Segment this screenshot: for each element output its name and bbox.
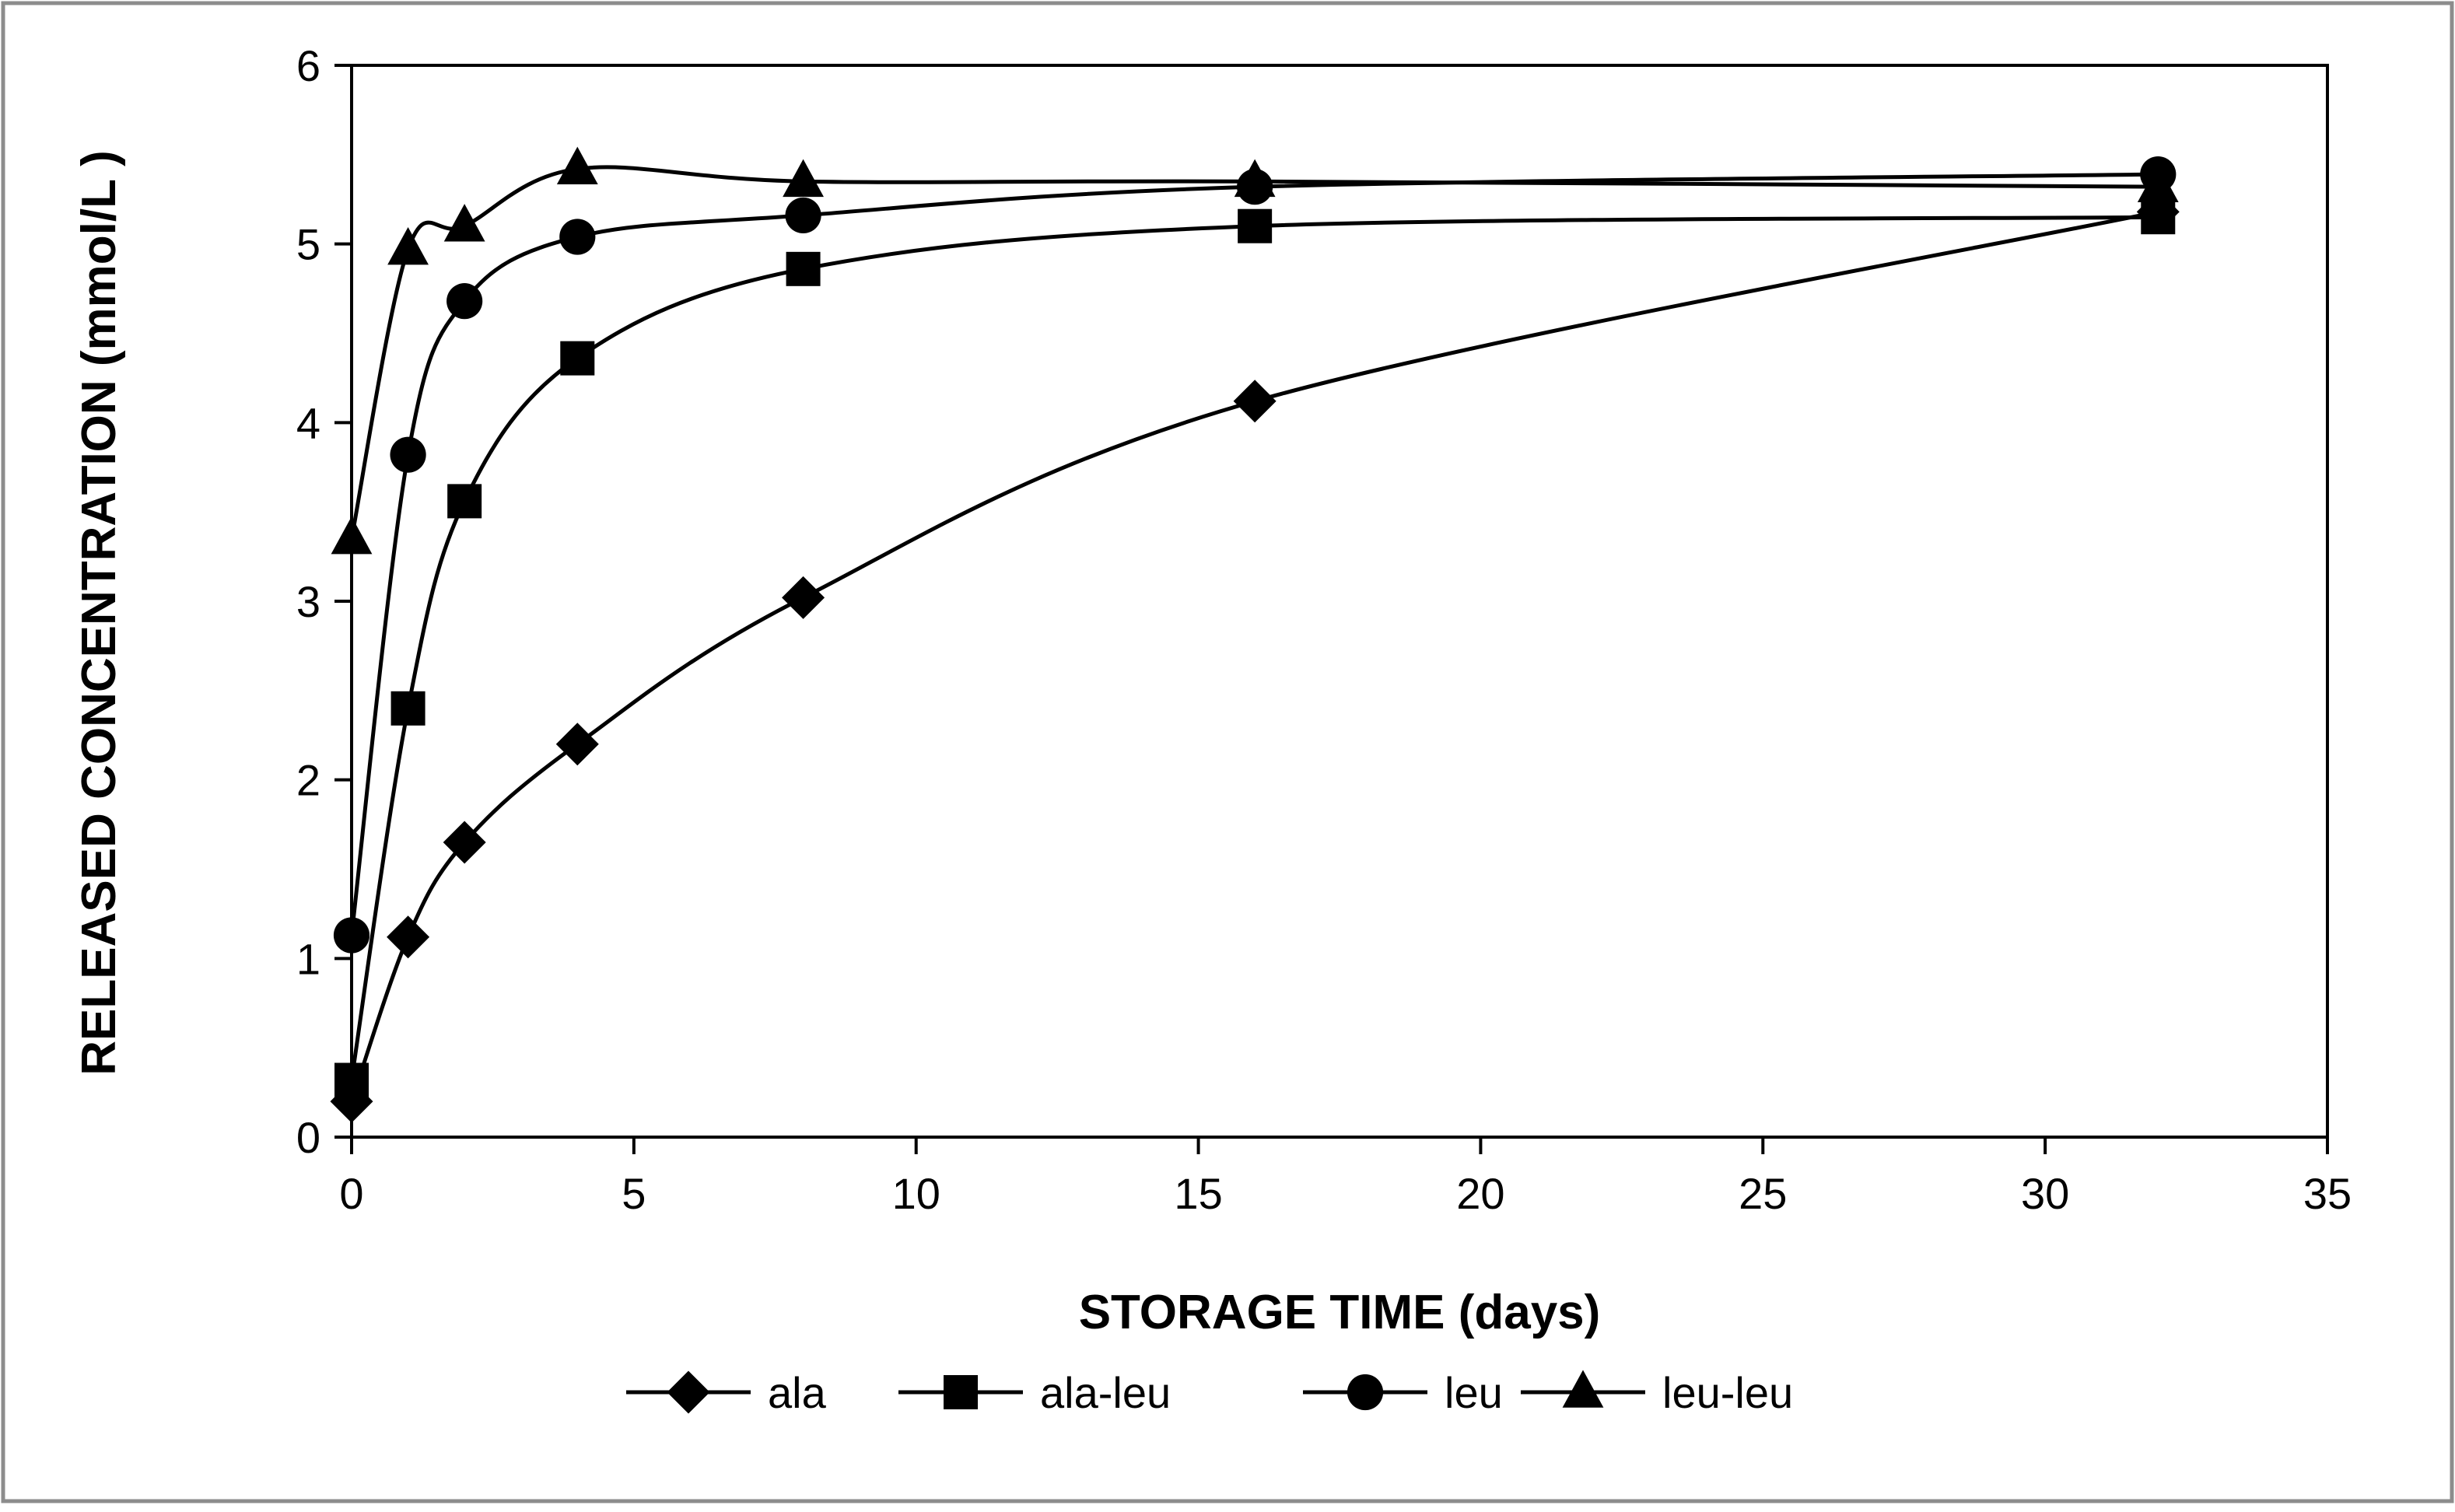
data-point-ala <box>782 576 825 619</box>
y-tick-label: 6 <box>296 41 320 90</box>
data-point-leu-leu <box>387 226 429 265</box>
data-point-leu <box>559 219 596 255</box>
y-tick-label: 3 <box>296 577 320 626</box>
y-tick-label: 2 <box>296 756 320 805</box>
data-point-leu-leu <box>783 159 824 198</box>
x-tick-label: 30 <box>2021 1169 2069 1218</box>
data-point-leu <box>785 197 821 234</box>
data-point-ala-leu <box>447 484 482 519</box>
y-axis-title: RELEASED CONCENTRATION (mmol/L ) <box>72 150 126 1076</box>
series-ala-leu <box>334 200 2176 1097</box>
x-tick-label: 25 <box>1739 1169 1787 1218</box>
x-axis-title: STORAGE TIME (days) <box>1079 1286 1601 1339</box>
data-point-ala-leu <box>560 341 595 376</box>
data-point-ala <box>555 723 599 766</box>
legend-marker-diamond-icon <box>667 1370 710 1414</box>
data-point-ala-leu <box>786 251 821 286</box>
legend-label: ala-leu <box>1040 1368 1171 1417</box>
y-tick-label: 0 <box>296 1113 320 1162</box>
y-tick-label: 1 <box>296 934 320 983</box>
legend-marker-square-icon <box>944 1375 978 1409</box>
data-point-leu-leu <box>443 204 485 242</box>
x-tick-label: 0 <box>339 1169 363 1218</box>
data-point-ala-leu <box>390 691 426 726</box>
legend-label: leu <box>1445 1368 1503 1417</box>
series-leu-leu <box>331 146 2179 555</box>
legend-label: ala <box>768 1368 827 1417</box>
legend: ala ala-leu leu leu-leu <box>626 1368 1793 1417</box>
x-tick-label: 10 <box>892 1169 940 1218</box>
data-point-ala <box>1233 380 1277 423</box>
x-tick-label: 20 <box>1456 1169 1504 1218</box>
data-point-leu <box>390 436 426 473</box>
legend-marker-circle-icon <box>1347 1374 1384 1411</box>
data-point-leu-leu <box>556 146 598 185</box>
axes: 0 1 2 3 4 5 6 0 5 10 15 20 25 30 35 <box>296 41 2352 1218</box>
data-point-ala <box>387 915 430 959</box>
legend-label: leu-leu <box>1662 1368 1793 1417</box>
x-tick-label: 35 <box>2303 1169 2352 1218</box>
legend-item-leu: leu <box>1303 1368 1503 1417</box>
data-point-leu <box>447 283 483 320</box>
data-point-leu-leu <box>1234 159 1276 198</box>
legend-marker-triangle-icon <box>1562 1370 1604 1408</box>
y-tick-label: 4 <box>296 398 320 447</box>
legend-item-ala: ala <box>626 1368 827 1417</box>
data-point-ala-leu <box>1238 208 1273 243</box>
x-tick-label: 5 <box>622 1169 646 1218</box>
plot-area <box>330 146 2180 1123</box>
y-tick-label: 5 <box>296 220 320 269</box>
data-point-ala-leu <box>2141 200 2176 235</box>
data-point-ala <box>443 821 486 864</box>
legend-item-ala-leu: ala-leu <box>898 1368 1171 1417</box>
series-line-leu <box>349 172 2159 936</box>
data-point-leu-leu <box>2137 164 2179 202</box>
legend-item-leu-leu: leu-leu <box>1521 1368 1793 1417</box>
x-tick-label: 15 <box>1174 1169 1222 1218</box>
